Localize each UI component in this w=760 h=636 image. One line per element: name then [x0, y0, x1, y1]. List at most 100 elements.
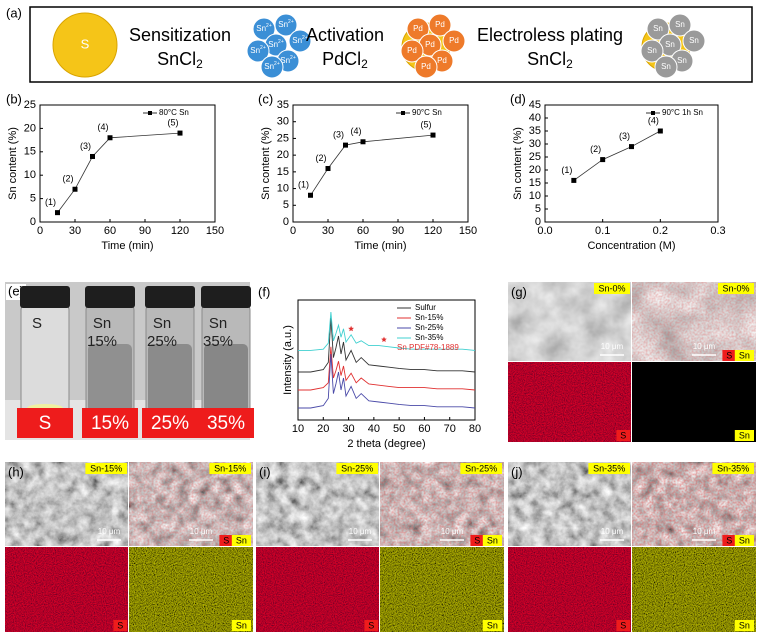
point-label: (5): [421, 119, 432, 129]
panel-label: (e): [8, 283, 24, 298]
y-tick-label: 25: [24, 99, 36, 111]
scale-label: 10 μm: [693, 527, 716, 536]
sem-image: [508, 282, 631, 361]
particle-symbol: Sn: [675, 20, 685, 29]
vial-handwriting: Sn: [93, 315, 111, 332]
particle-symbol: Sn: [653, 24, 663, 33]
element-tag-bg: [722, 350, 736, 361]
y-tick-label: 20: [529, 164, 541, 176]
x-axis-label: Time (min): [101, 240, 153, 252]
particle-label: Pd: [425, 40, 435, 49]
element-tag: Sn: [739, 535, 750, 545]
vial-handwriting: Sn: [209, 315, 227, 332]
element-tag: Sn: [236, 620, 247, 630]
particle-charge: 2+: [290, 55, 296, 61]
vial-handwriting: 25%: [147, 333, 177, 350]
sample-tag: Sn-35%: [717, 463, 749, 473]
scale-label: 10 μm: [349, 527, 372, 536]
element-tag-bg: [482, 535, 502, 546]
sample-tag-bg: [85, 463, 127, 474]
sample-tag: Sn-25%: [465, 463, 497, 473]
x-tick-label: 150: [206, 225, 224, 237]
y-tick-label: 30: [277, 116, 289, 128]
sample-tag-bg: [588, 463, 630, 474]
particle-symbol: Pd: [449, 36, 459, 45]
x-tick-label: 30: [342, 423, 354, 435]
vial-suspension: [88, 344, 132, 412]
scale-label: 10 μm: [693, 342, 716, 351]
tin-map: [632, 362, 756, 442]
element-tag-bg: [734, 620, 754, 631]
vial-handwriting: 35%: [203, 333, 233, 350]
vial-cap: [20, 286, 70, 308]
particle-label: Sn2+: [250, 45, 266, 55]
particle: [414, 55, 438, 79]
point-label: (5): [168, 117, 179, 127]
element-tag: S: [726, 535, 732, 545]
particle-label: Pd: [435, 20, 445, 29]
particle: [654, 55, 678, 79]
y-tick-label: 40: [529, 112, 541, 124]
data-point: [107, 135, 113, 141]
element-tag: Sn: [487, 535, 498, 545]
particle: [274, 13, 298, 37]
element-overlay: [632, 462, 756, 546]
y-tick-label: 20: [24, 122, 36, 134]
panel-label: (f): [258, 284, 270, 299]
sample-tag: Sn-0%: [598, 283, 625, 293]
tin-map: [129, 547, 253, 632]
data-point: [360, 139, 366, 145]
element-tag: Sn: [739, 430, 750, 440]
y-tick-label: 15: [529, 177, 541, 189]
y-tick-label: 25: [529, 151, 541, 163]
x-tick-label: 120: [424, 225, 442, 237]
particle-label: Sn2+: [268, 39, 284, 49]
scheme-frame: [29, 6, 753, 83]
particle-charge: 2+: [278, 39, 284, 45]
element-tag-bg: [470, 535, 484, 546]
element-tag: Sn: [739, 620, 750, 630]
element-tag-bg: [482, 620, 502, 631]
element-overlay: [129, 462, 253, 546]
reagent-formula: SnCl: [527, 49, 566, 69]
sample-label: 15%: [91, 413, 129, 434]
particle-symbol: Sn: [250, 46, 260, 55]
particle-label: Sn: [653, 24, 663, 33]
vial-suspension: [148, 344, 192, 412]
x-tick-label: 0: [290, 225, 296, 237]
scale-label: 10 μm: [441, 527, 464, 536]
particle: [640, 39, 664, 63]
sulfur-core: [52, 12, 118, 78]
plot-frame: [39, 104, 216, 223]
particle: [260, 55, 284, 79]
point-label: (2): [590, 144, 601, 154]
particle-label: Sn: [647, 46, 657, 55]
x-tick-label: 60: [357, 225, 369, 237]
sulfur-map: [256, 547, 379, 632]
particle-label: Pd: [413, 24, 423, 33]
x-tick-label: 50: [393, 423, 405, 435]
data-point: [629, 144, 634, 150]
y-axis-label: Sn content (%): [7, 127, 19, 200]
element-tag-bg: [734, 535, 754, 546]
particle-label: Sn: [689, 36, 699, 45]
legend-label: 90°C Sn: [412, 108, 442, 117]
data-point: [430, 132, 436, 138]
legend-label: Sn-35%: [415, 333, 443, 342]
tin-map: [380, 547, 504, 632]
particle: [246, 39, 270, 63]
element-tag-bg: [734, 430, 754, 441]
particle-label: Sn2+: [278, 19, 294, 29]
particle-symbol: Sn: [268, 40, 278, 49]
y-tick-label: 0: [30, 216, 36, 228]
sulfur-map: [508, 362, 631, 442]
particle-charge: 2+: [288, 19, 294, 25]
series-line: [57, 132, 181, 213]
vial-cap: [85, 286, 135, 308]
step-name: Electroless plating: [477, 25, 623, 45]
plot-frame: [292, 104, 469, 223]
scale-label: 10 μm: [601, 342, 624, 351]
legend-label: 80°C Sn: [159, 108, 189, 117]
element-tag-bg: [722, 535, 736, 546]
legend-label: Sulfur: [415, 303, 436, 312]
